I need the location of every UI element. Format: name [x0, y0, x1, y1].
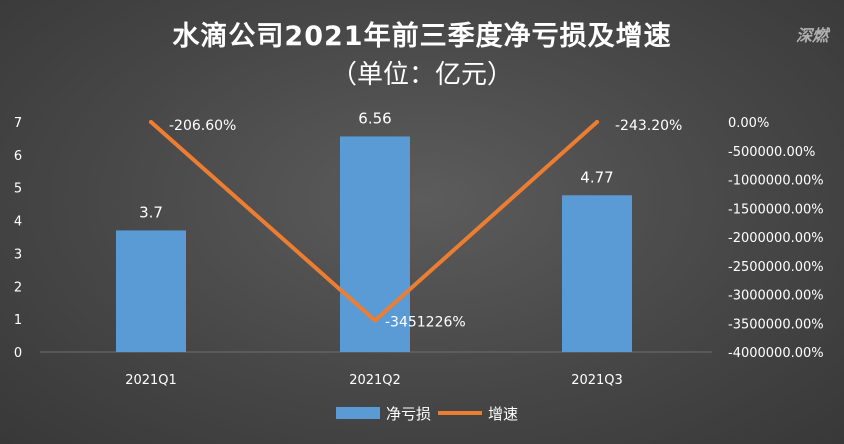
y-right-tick-label: 0.00%: [728, 116, 769, 131]
x-tick-label: 2021Q2: [349, 373, 401, 388]
chart-title: 水滴公司2021年前三季度净亏损及增速: [172, 21, 672, 52]
y-left-tick-label: 6: [14, 149, 22, 164]
y-right-tick-label: -4000000.00%: [728, 346, 824, 361]
chart-subtitle: （单位：亿元）: [330, 60, 513, 90]
y-right-tick-label: -3000000.00%: [728, 289, 824, 304]
y-left-tick-label: 5: [14, 182, 22, 197]
line-value-label: -206.60%: [169, 118, 236, 134]
legend-swatch-bar: [336, 407, 380, 419]
bar-value-label: 3.7: [139, 203, 163, 221]
x-tick-label: 2021Q3: [571, 373, 623, 388]
line-value-label: -3451226%: [385, 314, 466, 330]
watermark-logo: 深燃: [795, 26, 828, 45]
x-tick-label: 2021Q1: [125, 373, 177, 388]
y-left-tick-label: 1: [14, 313, 22, 328]
y-right-tick-label: -1500000.00%: [728, 202, 824, 217]
y-right-tick-label: -500000.00%: [728, 145, 815, 160]
y-left-tick-label: 4: [14, 215, 22, 230]
line-value-label: -243.20%: [615, 118, 682, 134]
y-left-tick-label: 7: [14, 116, 22, 131]
y-left-tick-label: 3: [14, 247, 22, 262]
y-left-tick-label: 2: [14, 280, 22, 295]
bar: [340, 136, 410, 352]
y-right-tick-label: -1000000.00%: [728, 174, 824, 189]
line-point: [373, 318, 377, 323]
legend-label-bar: 净亏损: [386, 405, 431, 423]
y-right-tick-label: -3500000.00%: [728, 317, 824, 332]
bar-value-label: 4.77: [580, 168, 613, 186]
line-point: [595, 120, 599, 125]
bar-value-label: 6.56: [358, 109, 391, 127]
legend-label-line: 增速: [488, 405, 518, 423]
bar: [116, 230, 186, 352]
y-left-tick-label: 0: [14, 346, 22, 361]
line-point: [149, 120, 153, 125]
y-right-tick-label: -2500000.00%: [728, 260, 824, 275]
y-right-tick-label: -2000000.00%: [728, 231, 824, 246]
bar: [562, 195, 632, 352]
